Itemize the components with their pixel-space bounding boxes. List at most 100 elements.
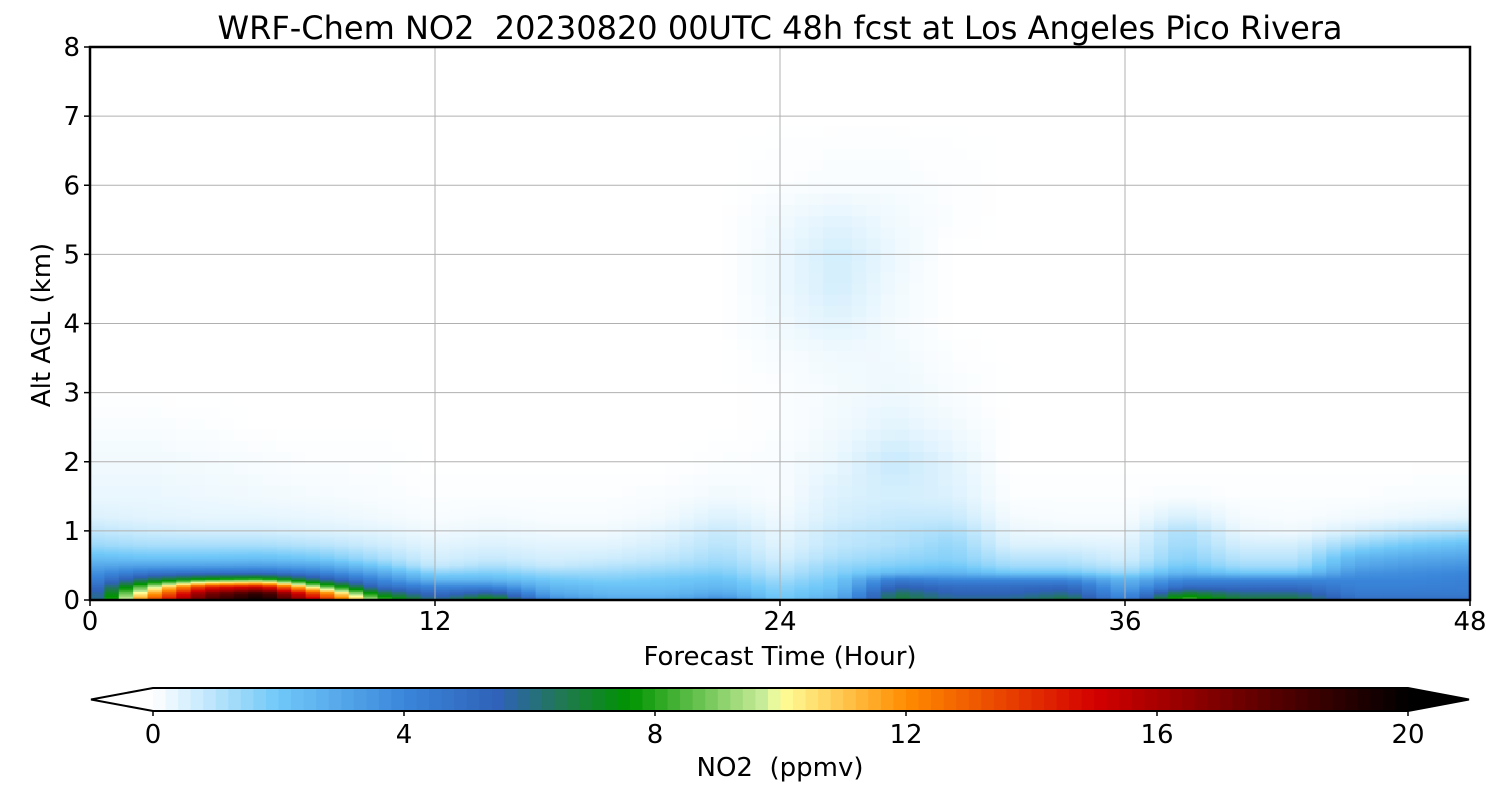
- heatmap-cell: [161, 574, 177, 577]
- heatmap-cell: [1211, 527, 1227, 530]
- heatmap-cell: [1455, 517, 1470, 520]
- heatmap-cell: [981, 594, 997, 598]
- heatmap-cell: [938, 574, 954, 577]
- heatmap-cell: [1441, 534, 1457, 537]
- heatmap-cell: [1383, 518, 1399, 522]
- heatmap-cell: [794, 529, 810, 532]
- heatmap-cell: [133, 529, 149, 532]
- heatmap-cell: [1024, 513, 1040, 516]
- heatmap-cell: [1268, 523, 1284, 527]
- heatmap-cell: [1225, 542, 1241, 546]
- heatmap-cell: [1110, 537, 1126, 541]
- heatmap-cell: [564, 546, 580, 549]
- heatmap-cell: [794, 549, 810, 553]
- heatmap-cell: [305, 515, 321, 518]
- heatmap-cell: [1311, 536, 1327, 539]
- heatmap-cell: [521, 579, 537, 582]
- heatmap-cell: [564, 567, 580, 570]
- heatmap-cell: [736, 563, 752, 567]
- heatmap-cell: [492, 574, 508, 577]
- heatmap-cell: [1081, 523, 1097, 527]
- heatmap-cell: [593, 510, 609, 513]
- heatmap-cell: [650, 515, 666, 518]
- heatmap-cell: [190, 596, 206, 599]
- heatmap-cell: [233, 536, 249, 539]
- heatmap-cell: [1225, 584, 1241, 587]
- heatmap-cell: [1081, 582, 1097, 586]
- heatmap-cell: [463, 574, 479, 577]
- heatmap-cell: [780, 582, 795, 586]
- heatmap-cell: [693, 568, 709, 572]
- heatmap-cell: [736, 582, 752, 586]
- heatmap-cell: [1383, 584, 1399, 587]
- heatmap-cell: [1297, 587, 1313, 591]
- heatmap-cell: [1053, 575, 1069, 579]
- heatmap-cell: [1311, 560, 1327, 563]
- heatmap-cell: [463, 523, 479, 527]
- heatmap-cell: [133, 544, 149, 548]
- heatmap-cell: [1355, 561, 1370, 565]
- heatmap-cell: [895, 530, 910, 534]
- heatmap-cell: [348, 584, 364, 587]
- heatmap-cell: [938, 529, 954, 532]
- heatmap-cell: [1053, 579, 1069, 582]
- heatmap-cell: [1081, 565, 1097, 568]
- heatmap-cell: [1196, 593, 1212, 596]
- heatmap-cell: [938, 582, 954, 586]
- heatmap-cell: [995, 577, 1011, 580]
- heatmap-cell: [463, 553, 479, 556]
- heatmap-cell: [1110, 525, 1126, 529]
- heatmap-cell: [1240, 522, 1255, 525]
- heatmap-cell: [952, 568, 968, 572]
- heatmap-cell: [147, 574, 163, 577]
- heatmap-cell: [391, 539, 407, 542]
- heatmap-cell: [334, 515, 350, 518]
- heatmap-cell: [305, 544, 321, 548]
- heatmap-cell: [1225, 594, 1241, 598]
- heatmap-cell: [291, 511, 307, 515]
- heatmap-cell: [147, 565, 163, 568]
- heatmap-cell: [133, 558, 149, 561]
- heatmap-cell: [1326, 546, 1342, 549]
- heatmap-cell: [851, 584, 867, 587]
- heatmap-cell: [521, 510, 537, 513]
- heatmap-cell: [1110, 553, 1126, 556]
- heatmap-cell: [952, 574, 968, 577]
- heatmap-cell: [736, 544, 752, 548]
- heatmap-cell: [1383, 565, 1399, 568]
- heatmap-cell: [1110, 591, 1126, 594]
- heatmap-cell: [981, 511, 997, 515]
- heatmap-cell: [147, 518, 163, 522]
- heatmap-cell: [607, 534, 623, 537]
- heatmap-cell: [780, 529, 795, 532]
- heatmap-cell: [391, 565, 407, 568]
- heatmap-cell: [693, 574, 709, 577]
- heatmap-cell: [1081, 530, 1097, 534]
- heatmap-cell: [1268, 544, 1284, 548]
- heatmap-cell: [506, 586, 522, 589]
- heatmap-cell: [851, 522, 867, 525]
- heatmap-cell: [391, 510, 407, 513]
- heatmap-cell: [248, 548, 264, 551]
- heatmap-cell: [607, 537, 623, 541]
- heatmap-cell: [1024, 510, 1040, 513]
- heatmap-cell: [391, 584, 407, 587]
- heatmap-cell: [1340, 572, 1356, 575]
- heatmap-cell: [233, 589, 249, 592]
- heatmap-cell: [1283, 522, 1299, 525]
- heatmap-cell: [1240, 536, 1255, 539]
- heatmap-cell: [751, 523, 767, 527]
- heatmap-cell: [334, 536, 350, 539]
- heatmap-cell: [851, 574, 867, 577]
- heatmap-cell: [420, 518, 436, 522]
- heatmap-cell: [1168, 549, 1184, 553]
- heatmap-cell: [262, 544, 278, 548]
- heatmap-cell: [291, 542, 307, 546]
- heatmap-cell: [765, 525, 781, 529]
- heatmap-cell: [765, 546, 781, 549]
- heatmap-cell: [176, 518, 192, 522]
- heatmap-cell: [133, 522, 149, 525]
- heatmap-cell: [406, 529, 422, 532]
- heatmap-cell: [305, 548, 321, 551]
- heatmap-cell: [866, 544, 882, 548]
